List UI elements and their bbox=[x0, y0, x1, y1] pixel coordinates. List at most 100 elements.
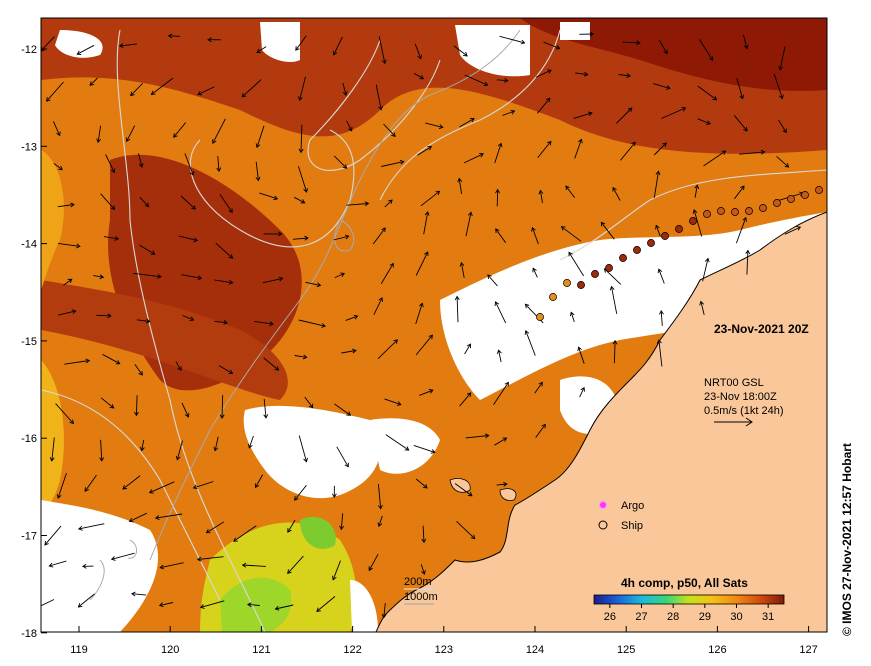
current-vector-head bbox=[457, 177, 463, 183]
ship-observation bbox=[815, 186, 823, 194]
current-vector-head bbox=[424, 251, 429, 257]
current-vector bbox=[214, 320, 228, 324]
current-vector bbox=[459, 392, 472, 407]
current-vector-head bbox=[524, 329, 530, 335]
current-vector bbox=[200, 600, 225, 608]
current-vector-head bbox=[109, 404, 115, 409]
ship-observation bbox=[633, 246, 641, 254]
current-vector-head bbox=[248, 443, 253, 449]
current-vector-head bbox=[159, 564, 165, 570]
current-vector bbox=[655, 225, 661, 237]
current-vector bbox=[736, 77, 744, 99]
current-vector bbox=[734, 185, 745, 200]
current-vector-head bbox=[300, 199, 306, 204]
depth-1000-label: 1000m bbox=[404, 591, 438, 603]
current-vector-head bbox=[421, 570, 426, 575]
current-vector bbox=[496, 483, 507, 486]
current-vector bbox=[454, 483, 473, 497]
current-vector-head bbox=[344, 234, 350, 240]
current-vector-head bbox=[228, 279, 234, 285]
current-vector bbox=[100, 439, 103, 461]
current-vector bbox=[212, 118, 226, 144]
argo-legend-label: Argo bbox=[621, 500, 644, 512]
current-vector-head bbox=[627, 107, 633, 113]
current-vector-head bbox=[510, 109, 516, 115]
current-vector bbox=[493, 382, 509, 405]
current-vector-head bbox=[419, 74, 425, 80]
current-vector-head bbox=[612, 339, 618, 345]
current-vector-head bbox=[587, 111, 593, 117]
current-vector bbox=[537, 98, 551, 114]
ship-observation bbox=[717, 207, 725, 215]
current-vector-head bbox=[547, 140, 552, 146]
current-vector bbox=[345, 315, 358, 321]
current-vector bbox=[703, 150, 726, 167]
current-vector bbox=[778, 119, 787, 133]
current-vector-head bbox=[110, 168, 116, 174]
current-vector bbox=[700, 301, 705, 316]
current-vector bbox=[735, 217, 747, 244]
current-vector-head bbox=[339, 525, 345, 531]
current-vector-head bbox=[295, 46, 300, 51]
current-vector bbox=[58, 310, 76, 316]
current-vector bbox=[702, 258, 709, 282]
current-vector bbox=[535, 424, 546, 438]
current-vector bbox=[136, 319, 150, 322]
current-vector bbox=[181, 274, 202, 279]
current-vector bbox=[255, 161, 259, 181]
current-vector-head bbox=[381, 613, 387, 619]
current-vector bbox=[221, 394, 224, 419]
current-vector bbox=[197, 556, 224, 560]
current-vector bbox=[139, 196, 149, 207]
current-vector-head bbox=[568, 251, 573, 257]
lon-tick-label: 121 bbox=[252, 644, 270, 656]
colorbar-tick-label: 26 bbox=[604, 611, 616, 623]
current-vector-head bbox=[424, 211, 430, 216]
current-vector bbox=[653, 171, 659, 198]
current-vector-head bbox=[502, 437, 508, 442]
current-vector bbox=[456, 520, 476, 540]
current-legend-arrowhead bbox=[745, 417, 753, 427]
current-vector bbox=[197, 86, 215, 95]
current-vector-head bbox=[532, 267, 537, 273]
current-vector bbox=[297, 166, 308, 193]
current-vector-head bbox=[115, 360, 121, 365]
current-vector-head bbox=[430, 449, 436, 454]
current-vector-head bbox=[497, 142, 503, 148]
current-vector bbox=[275, 604, 294, 610]
current-vector-head bbox=[82, 563, 87, 569]
current-vector-head bbox=[704, 257, 710, 263]
current-vector-head bbox=[278, 276, 284, 282]
current-vector-head bbox=[364, 201, 370, 207]
current-vector-head bbox=[655, 170, 661, 176]
current-vector-head bbox=[297, 96, 303, 102]
current-vector bbox=[135, 395, 138, 416]
current-vector bbox=[100, 397, 114, 409]
current-vector-head bbox=[391, 132, 396, 138]
current-vector-head bbox=[428, 389, 434, 394]
current-vector bbox=[122, 475, 141, 490]
current-vector-head bbox=[128, 517, 134, 523]
current-vector bbox=[53, 163, 63, 171]
current-vector bbox=[346, 120, 353, 132]
current-vector-head bbox=[541, 423, 546, 429]
ship-track bbox=[536, 186, 823, 321]
ship-observation bbox=[563, 279, 571, 287]
current-vector bbox=[784, 226, 801, 235]
current-vector bbox=[415, 251, 429, 276]
current-vector bbox=[658, 339, 663, 367]
island-2 bbox=[499, 488, 517, 501]
current-vector bbox=[105, 154, 115, 173]
current-vector bbox=[534, 382, 543, 394]
current-vector-head bbox=[699, 300, 705, 306]
lat-tick-label: -13 bbox=[21, 141, 37, 153]
ship-observation bbox=[745, 207, 753, 215]
current-vector bbox=[336, 446, 349, 468]
current-vector-head bbox=[131, 591, 136, 597]
current-vector-head bbox=[49, 457, 55, 462]
current-vector bbox=[539, 190, 543, 203]
current-vector bbox=[622, 41, 640, 44]
current-vector bbox=[233, 525, 257, 542]
current-vector-head bbox=[110, 556, 116, 561]
current-vector bbox=[579, 387, 585, 398]
